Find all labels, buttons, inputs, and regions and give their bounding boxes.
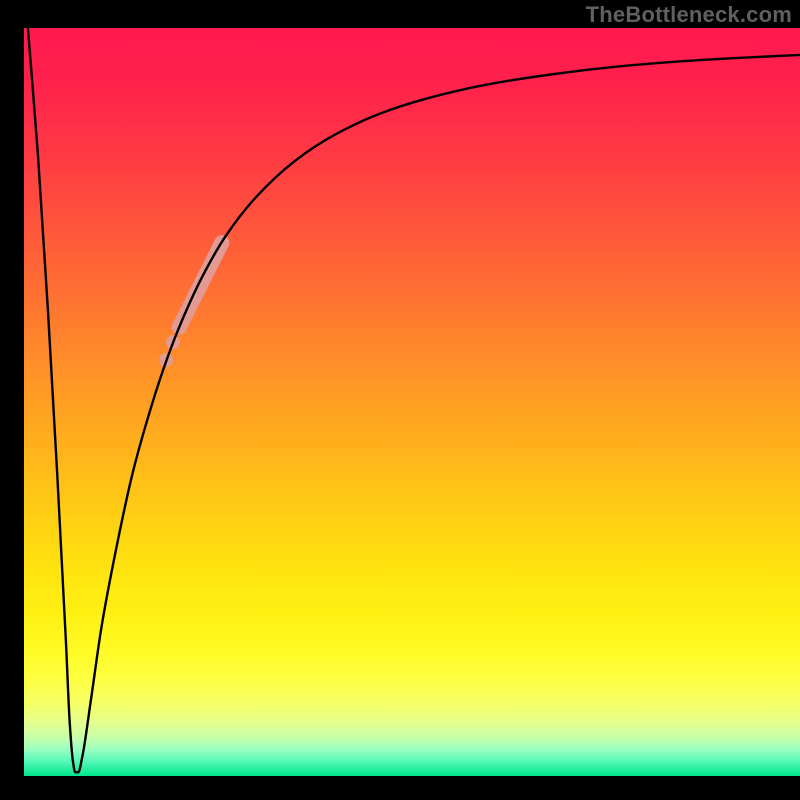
gradient-background	[0, 0, 800, 800]
watermark-text: TheBottleneck.com	[586, 2, 792, 28]
chart-stage: TheBottleneck.com	[0, 0, 800, 800]
